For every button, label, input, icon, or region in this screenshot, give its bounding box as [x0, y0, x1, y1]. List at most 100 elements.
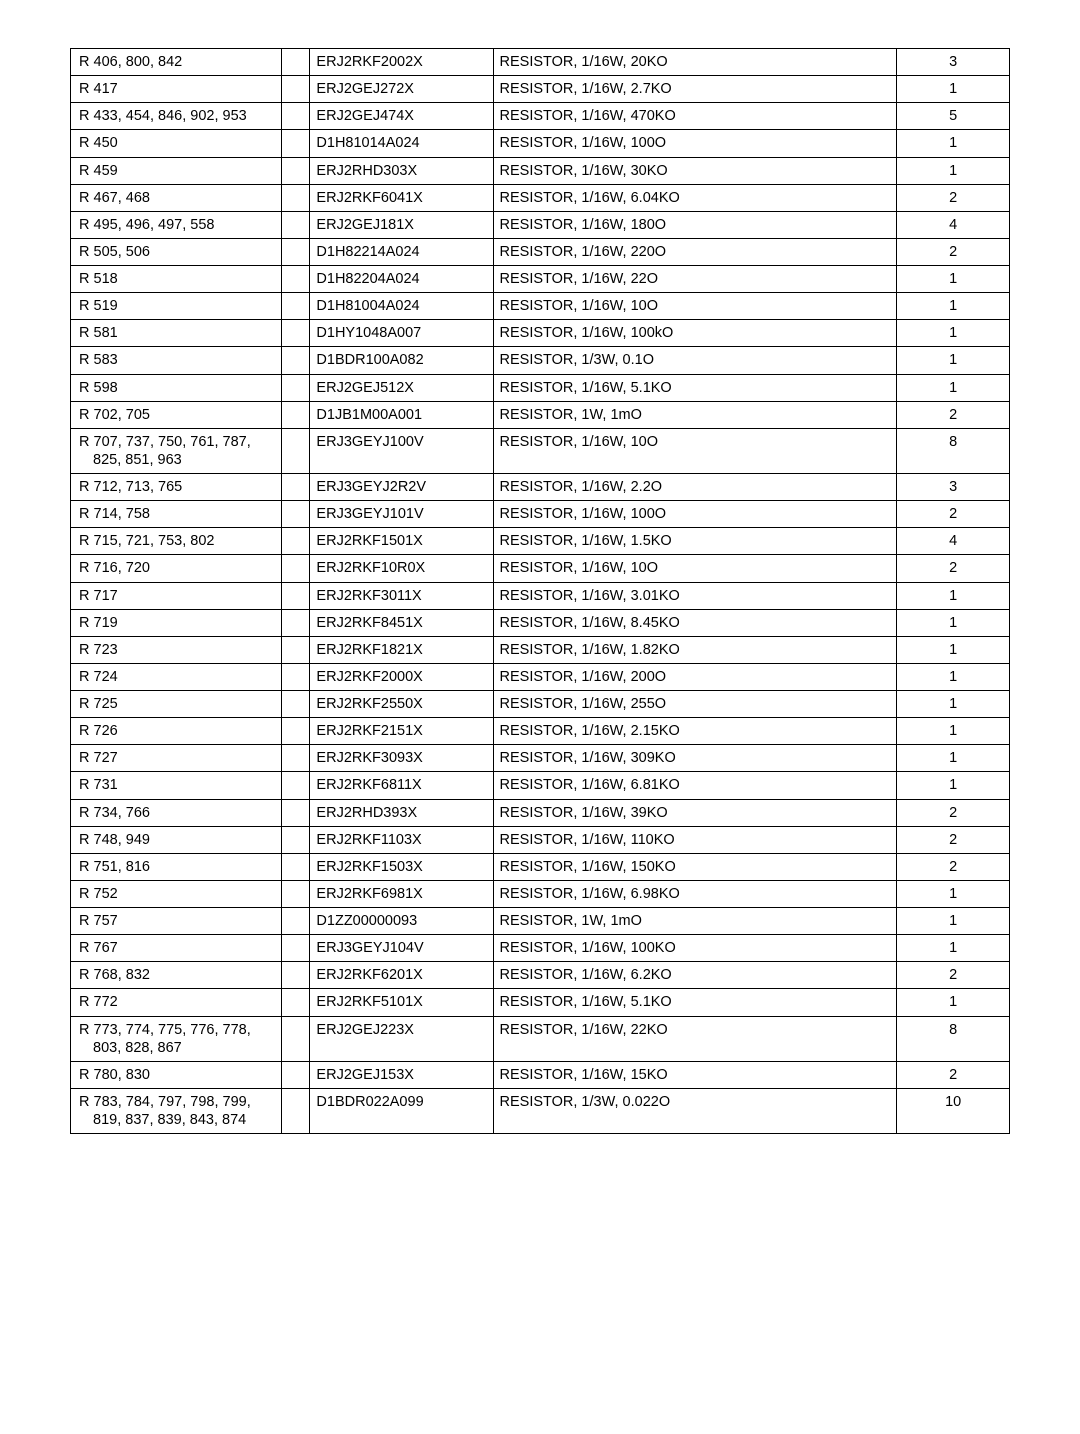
table-row: R 724ERJ2RKF2000XRESISTOR, 1/16W, 200O1 [71, 663, 1010, 690]
reference-cell: R 417 [71, 76, 282, 103]
quantity-cell: 1 [897, 76, 1010, 103]
part-number-cell: ERJ2RKF6041X [310, 184, 493, 211]
reference-cell: R 767 [71, 935, 282, 962]
spacer-cell [282, 184, 310, 211]
quantity-cell: 1 [897, 772, 1010, 799]
part-number-cell: D1JB1M00A001 [310, 401, 493, 428]
description-cell: RESISTOR, 1/16W, 2.7KO [493, 76, 897, 103]
part-number-cell: ERJ2RKF2000X [310, 663, 493, 690]
spacer-cell [282, 474, 310, 501]
spacer-cell [282, 718, 310, 745]
quantity-cell: 1 [897, 636, 1010, 663]
quantity-cell: 1 [897, 374, 1010, 401]
description-cell: RESISTOR, 1/16W, 22O [493, 266, 897, 293]
quantity-cell: 2 [897, 1061, 1010, 1088]
part-number-cell: ERJ3GEYJ100V [310, 428, 493, 473]
part-number-cell: ERJ2GEJ223X [310, 1016, 493, 1061]
table-row: R 519D1H81004A024RESISTOR, 1/16W, 10O1 [71, 293, 1010, 320]
part-number-cell: ERJ2RKF3093X [310, 745, 493, 772]
quantity-cell: 1 [897, 718, 1010, 745]
reference-cell: R 505, 506 [71, 238, 282, 265]
part-number-cell: D1H82214A024 [310, 238, 493, 265]
spacer-cell [282, 528, 310, 555]
description-cell: RESISTOR, 1/16W, 15KO [493, 1061, 897, 1088]
table-row: R 583D1BDR100A082RESISTOR, 1/3W, 0.1O1 [71, 347, 1010, 374]
table-row: R 751, 816ERJ2RKF1503XRESISTOR, 1/16W, 1… [71, 853, 1010, 880]
reference-cell: R 731 [71, 772, 282, 799]
quantity-cell: 1 [897, 989, 1010, 1016]
quantity-cell: 1 [897, 691, 1010, 718]
spacer-cell [282, 663, 310, 690]
part-number-cell: ERJ2RKF1501X [310, 528, 493, 555]
description-cell: RESISTOR, 1/16W, 10O [493, 293, 897, 320]
reference-cell: R 519 [71, 293, 282, 320]
reference-cell: R 716, 720 [71, 555, 282, 582]
spacer-cell [282, 347, 310, 374]
spacer-cell [282, 211, 310, 238]
description-cell: RESISTOR, 1/16W, 100O [493, 501, 897, 528]
quantity-cell: 2 [897, 962, 1010, 989]
table-row: R 716, 720ERJ2RKF10R0XRESISTOR, 1/16W, 1… [71, 555, 1010, 582]
reference-cell: R 725 [71, 691, 282, 718]
table-row: R 518D1H82204A024RESISTOR, 1/16W, 22O1 [71, 266, 1010, 293]
part-number-cell: ERJ2RKF6811X [310, 772, 493, 799]
part-number-cell: D1H82204A024 [310, 266, 493, 293]
description-cell: RESISTOR, 1W, 1mO [493, 908, 897, 935]
description-cell: RESISTOR, 1/16W, 2.2O [493, 474, 897, 501]
part-number-cell: ERJ2RKF6201X [310, 962, 493, 989]
table-row: R 773, 774, 775, 776, 778,803, 828, 867E… [71, 1016, 1010, 1061]
spacer-cell [282, 772, 310, 799]
description-cell: RESISTOR, 1/16W, 22KO [493, 1016, 897, 1061]
table-row: R 717ERJ2RKF3011XRESISTOR, 1/16W, 3.01KO… [71, 582, 1010, 609]
part-number-cell: ERJ3GEYJ2R2V [310, 474, 493, 501]
quantity-cell: 2 [897, 501, 1010, 528]
reference-cell: R 715, 721, 753, 802 [71, 528, 282, 555]
part-number-cell: ERJ3GEYJ101V [310, 501, 493, 528]
quantity-cell: 1 [897, 157, 1010, 184]
quantity-cell: 2 [897, 238, 1010, 265]
table-row: R 406, 800, 842ERJ2RKF2002XRESISTOR, 1/1… [71, 49, 1010, 76]
table-row: R 726 ERJ2RKF2151XRESISTOR, 1/16W, 2.15KO… [71, 718, 1010, 745]
table-row: R 719ERJ2RKF8451XRESISTOR, 1/16W, 8.45KO… [71, 609, 1010, 636]
part-number-cell: ERJ2GEJ272X [310, 76, 493, 103]
description-cell: RESISTOR, 1/16W, 200O [493, 663, 897, 690]
description-cell: RESISTOR, 1/16W, 180O [493, 211, 897, 238]
quantity-cell: 1 [897, 908, 1010, 935]
table-row: R 723ERJ2RKF1821XRESISTOR, 1/16W, 1.82KO… [71, 636, 1010, 663]
quantity-cell: 2 [897, 401, 1010, 428]
spacer-cell [282, 799, 310, 826]
spacer-cell [282, 76, 310, 103]
reference-cell: R 433, 454, 846, 902, 953 [71, 103, 282, 130]
reference-cell: R 726 [71, 718, 282, 745]
part-number-cell: ERJ2RKF3011X [310, 582, 493, 609]
part-number-cell: ERJ2RKF1821X [310, 636, 493, 663]
spacer-cell [282, 1088, 310, 1133]
part-number-cell: ERJ2GEJ181X [310, 211, 493, 238]
description-cell: RESISTOR, 1/16W, 10O [493, 555, 897, 582]
table-row: R 598ERJ2GEJ512XRESISTOR, 1/16W, 5.1KO1 [71, 374, 1010, 401]
description-cell: RESISTOR, 1/16W, 470KO [493, 103, 897, 130]
part-number-cell: ERJ2RKF2550X [310, 691, 493, 718]
spacer-cell [282, 989, 310, 1016]
spacer-cell [282, 555, 310, 582]
spacer-cell [282, 853, 310, 880]
spacer-cell [282, 636, 310, 663]
description-cell: RESISTOR, 1/16W, 2.15KO [493, 718, 897, 745]
quantity-cell: 1 [897, 609, 1010, 636]
table-row: R 450D1H81014A024RESISTOR, 1/16W, 100O1 [71, 130, 1010, 157]
table-row: R 727ERJ2RKF3093XRESISTOR, 1/16W, 309KO1 [71, 745, 1010, 772]
reference-cell: R 734, 766 [71, 799, 282, 826]
spacer-cell [282, 238, 310, 265]
reference-cell: R 723 [71, 636, 282, 663]
quantity-cell: 1 [897, 745, 1010, 772]
table-row: R 725ERJ2RKF2550XRESISTOR, 1/16W, 255O1 [71, 691, 1010, 718]
description-cell: RESISTOR, 1/16W, 30KO [493, 157, 897, 184]
spacer-cell [282, 428, 310, 473]
table-row: R 757D1ZZ00000093RESISTOR, 1W, 1mO1 [71, 908, 1010, 935]
part-number-cell: ERJ2RKF2151X [310, 718, 493, 745]
reference-cell: R 467, 468 [71, 184, 282, 211]
spacer-cell [282, 609, 310, 636]
spacer-cell [282, 880, 310, 907]
table-row: R 748, 949ERJ2RKF1103XRESISTOR, 1/16W, 1… [71, 826, 1010, 853]
description-cell: RESISTOR, 1/16W, 5.1KO [493, 374, 897, 401]
